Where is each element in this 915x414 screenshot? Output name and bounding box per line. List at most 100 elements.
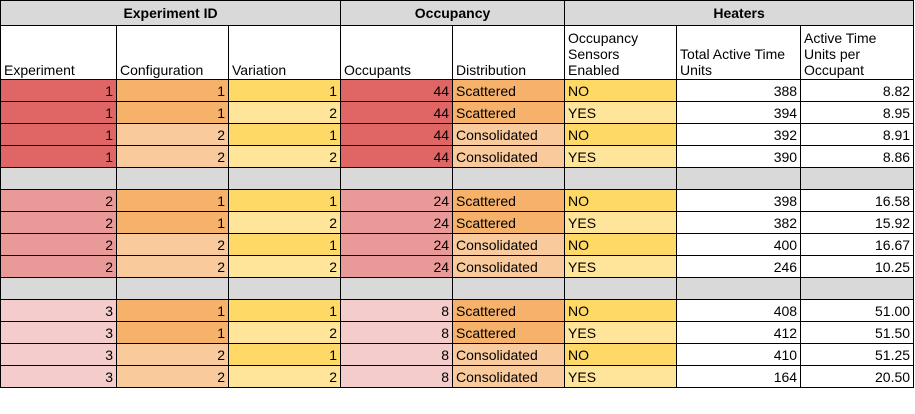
cell-experiment: 2	[0, 211, 117, 234]
cell-variation: 1	[227, 189, 342, 212]
cell-time-per-occupant: 8.95	[800, 101, 915, 124]
cell-experiment: 1	[0, 101, 117, 124]
cell-total-time: 398	[676, 189, 802, 212]
cell-distribution: Consolidated	[452, 255, 566, 278]
column-header-sensors: Occupancy Sensors Enabled	[564, 25, 678, 80]
group-header-heaters: Heaters	[564, 0, 915, 26]
separator-cell	[340, 167, 454, 190]
cell-configuration: 2	[116, 123, 229, 146]
cell-total-time: 392	[676, 123, 802, 146]
cell-time-per-occupant: 51.00	[800, 299, 915, 322]
cell-total-time: 382	[676, 211, 802, 234]
separator-cell	[564, 277, 678, 300]
cell-distribution: Consolidated	[452, 233, 566, 256]
table-row: 3 1 2 8 Scattered YES 412 51.50	[0, 321, 915, 344]
cell-sensors: YES	[564, 255, 678, 278]
column-header-time-per-occupant: Active Time Units per Occupant	[800, 25, 915, 80]
cell-experiment: 2	[0, 189, 117, 212]
cell-experiment: 1	[0, 79, 117, 102]
cell-experiment: 3	[0, 299, 117, 322]
group-header-experiment-id: Experiment ID	[0, 0, 342, 26]
separator-cell	[800, 277, 915, 300]
cell-time-per-occupant: 51.50	[800, 321, 915, 344]
cell-configuration: 1	[116, 321, 229, 344]
cell-distribution: Scattered	[452, 189, 566, 212]
cell-configuration: 1	[116, 299, 229, 322]
cell-total-time: 394	[676, 101, 802, 124]
cell-occupants: 24	[340, 189, 454, 212]
cell-occupants: 8	[340, 321, 454, 344]
column-header-variation: Variation	[227, 25, 342, 80]
separator-cell	[340, 277, 454, 300]
cell-total-time: 400	[676, 233, 802, 256]
cell-distribution: Scattered	[452, 79, 566, 102]
experiment-results-table: Experiment ID Occupancy Heaters Experime…	[0, 0, 915, 388]
cell-total-time: 390	[676, 145, 802, 168]
cell-occupants: 44	[340, 101, 454, 124]
cell-variation: 2	[227, 211, 342, 234]
cell-variation: 1	[227, 233, 342, 256]
cell-occupants: 44	[340, 79, 454, 102]
table-row: 3 2 2 8 Consolidated YES 164 20.50	[0, 365, 915, 388]
separator-cell	[227, 277, 342, 300]
group-header-occupancy: Occupancy	[340, 0, 566, 26]
separator-cell	[676, 167, 802, 190]
cell-occupants: 8	[340, 299, 454, 322]
cell-time-per-occupant: 8.86	[800, 145, 915, 168]
cell-configuration: 2	[116, 255, 229, 278]
table-row: 2 2 1 24 Consolidated NO 400 16.67	[0, 233, 915, 256]
separator-cell	[564, 167, 678, 190]
cell-sensors: NO	[564, 189, 678, 212]
separator-cell	[227, 167, 342, 190]
cell-sensors: YES	[564, 145, 678, 168]
cell-distribution: Consolidated	[452, 145, 566, 168]
cell-configuration: 2	[116, 145, 229, 168]
cell-occupants: 8	[340, 343, 454, 366]
table-row: 2 2 2 24 Consolidated YES 246 10.25	[0, 255, 915, 278]
cell-variation: 2	[227, 101, 342, 124]
cell-experiment: 3	[0, 321, 117, 344]
cell-time-per-occupant: 8.91	[800, 123, 915, 146]
cell-sensors: YES	[564, 365, 678, 388]
cell-time-per-occupant: 16.58	[800, 189, 915, 212]
cell-occupants: 8	[340, 365, 454, 388]
cell-sensors: YES	[564, 211, 678, 234]
separator-cell	[452, 167, 566, 190]
separator-cell	[452, 277, 566, 300]
cell-occupants: 44	[340, 145, 454, 168]
separator-cell	[0, 277, 117, 300]
cell-sensors: YES	[564, 101, 678, 124]
table-row: 1 2 2 44 Consolidated YES 390 8.86	[0, 145, 915, 168]
cell-experiment: 2	[0, 255, 117, 278]
separator-row	[0, 167, 915, 190]
column-header-experiment: Experiment	[0, 25, 117, 80]
cell-experiment: 2	[0, 233, 117, 256]
cell-occupants: 44	[340, 123, 454, 146]
separator-cell	[116, 167, 229, 190]
cell-occupants: 24	[340, 211, 454, 234]
cell-sensors: NO	[564, 343, 678, 366]
cell-variation: 2	[227, 321, 342, 344]
cell-time-per-occupant: 16.67	[800, 233, 915, 256]
cell-distribution: Scattered	[452, 299, 566, 322]
column-header-configuration: Configuration	[116, 25, 229, 80]
cell-total-time: 410	[676, 343, 802, 366]
cell-total-time: 408	[676, 299, 802, 322]
cell-experiment: 1	[0, 145, 117, 168]
table-body: 1 1 1 44 Scattered NO 388 8.82 1 1 2 44 Scattered YES…	[0, 79, 915, 388]
header-group-row: Experiment ID Occupancy Heaters	[0, 0, 915, 26]
cell-variation: 1	[227, 123, 342, 146]
separator-cell	[676, 277, 802, 300]
cell-configuration: 1	[116, 101, 229, 124]
cell-configuration: 1	[116, 79, 229, 102]
table-row: 1 1 1 44 Scattered NO 388 8.82	[0, 79, 915, 102]
cell-experiment: 3	[0, 365, 117, 388]
cell-variation: 2	[227, 365, 342, 388]
cell-distribution: Scattered	[452, 321, 566, 344]
cell-time-per-occupant: 10.25	[800, 255, 915, 278]
cell-configuration: 1	[116, 189, 229, 212]
cell-configuration: 2	[116, 365, 229, 388]
cell-variation: 1	[227, 343, 342, 366]
table-row: 1 1 2 44 Scattered YES 394 8.95	[0, 101, 915, 124]
cell-occupants: 24	[340, 255, 454, 278]
